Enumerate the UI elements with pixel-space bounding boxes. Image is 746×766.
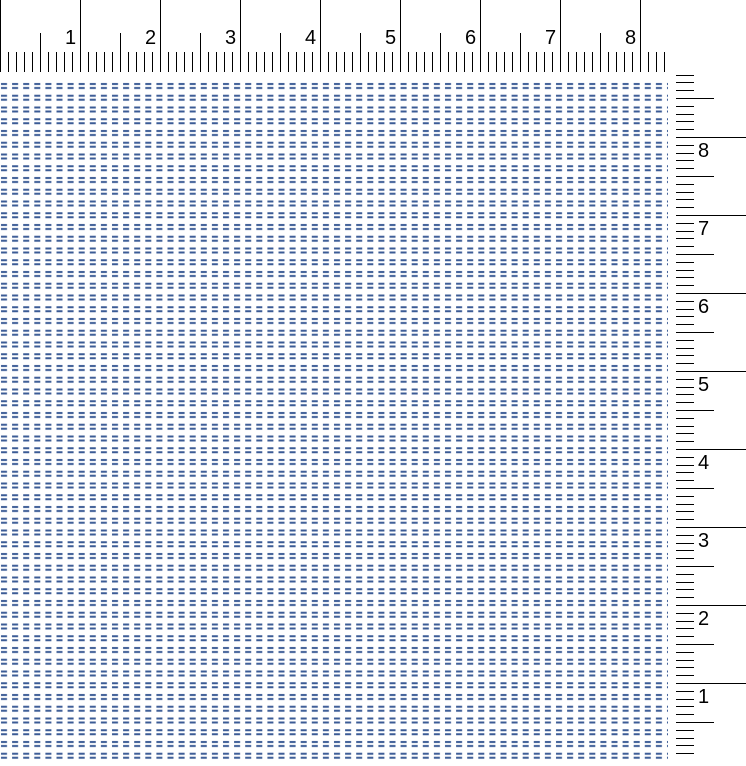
horizontal-ruler[interactable]: 1 2 3 4 5 6 7 8	[0, 0, 670, 74]
vertical-ruler-label: 5	[698, 374, 710, 396]
horizontal-ruler-label: 2	[145, 27, 157, 49]
vertical-ruler-label: 8	[698, 140, 710, 162]
vertical-ruler-label: 7	[698, 218, 710, 240]
horizontal-ruler-label: 5	[385, 27, 397, 49]
vertical-ruler-label: 2	[698, 608, 710, 630]
vertical-ruler-label: 3	[698, 530, 710, 552]
vertical-ruler-label: 4	[698, 452, 710, 474]
pattern-fill	[0, 80, 668, 761]
vertical-ruler[interactable]: 1 2 3 4 5 6 7 8	[672, 74, 746, 761]
pattern-canvas[interactable]	[0, 80, 670, 761]
horizontal-ruler-label: 3	[225, 27, 237, 49]
horizontal-ruler-label: 7	[545, 27, 557, 49]
horizontal-ruler-label: 8	[625, 27, 637, 49]
vertical-ruler-label: 6	[698, 296, 710, 318]
horizontal-ruler-label: 1	[65, 27, 77, 49]
horizontal-ruler-label: 6	[465, 27, 477, 49]
vertical-ruler-label: 1	[698, 686, 710, 708]
horizontal-ruler-ticks	[0, 0, 665, 72]
vertical-ruler-ticks	[676, 75, 746, 754]
horizontal-ruler-label: 4	[305, 27, 317, 49]
